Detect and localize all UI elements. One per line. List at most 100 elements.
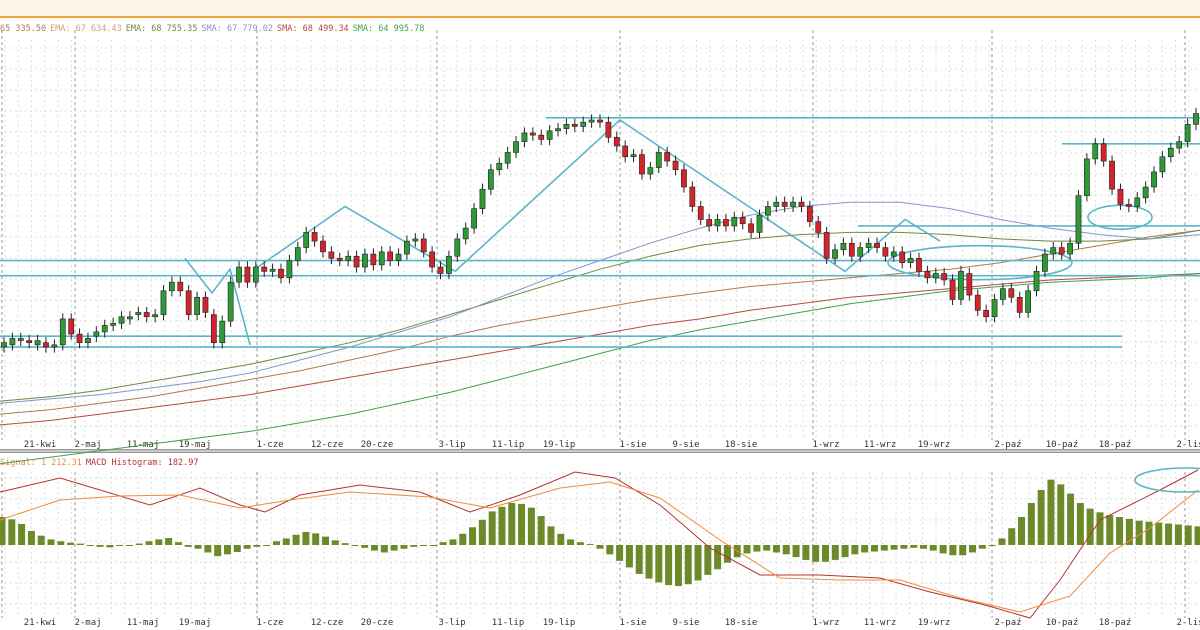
candle-body bbox=[588, 119, 595, 123]
candle-body bbox=[571, 124, 578, 127]
candle-body bbox=[412, 238, 419, 242]
candle-body bbox=[840, 242, 847, 251]
macd-histogram-bar bbox=[488, 511, 496, 545]
candle-body bbox=[848, 242, 855, 257]
macd-histogram-bar bbox=[1194, 526, 1200, 545]
macd-histogram-bar bbox=[263, 545, 271, 546]
macd-histogram-bar bbox=[8, 519, 16, 545]
macd-histogram-bar bbox=[184, 545, 192, 547]
candle-body bbox=[135, 312, 142, 315]
macd-histogram-bar bbox=[420, 545, 428, 546]
macd-x-tick-label: 19-maj bbox=[179, 618, 212, 628]
macd-histogram-bar bbox=[1057, 484, 1065, 545]
macd-histogram-bar bbox=[537, 516, 545, 545]
macd-histogram-bar bbox=[870, 545, 878, 552]
macd-histogram-bar bbox=[37, 535, 45, 545]
macd-histogram-bar bbox=[27, 531, 35, 545]
x-tick-label: 1-cze bbox=[256, 440, 283, 450]
macd-x-tick-label: 9-sie bbox=[672, 618, 699, 628]
macd-histogram-bar bbox=[18, 524, 26, 545]
macd-histogram-bar bbox=[1174, 524, 1182, 545]
x-tick-label: 20-cze bbox=[361, 440, 394, 450]
pane-divider[interactable] bbox=[0, 449, 1200, 453]
macd-histogram-bar bbox=[390, 545, 398, 551]
macd-histogram-bar bbox=[145, 541, 153, 545]
candle-body bbox=[697, 206, 704, 220]
candle-body bbox=[446, 255, 452, 274]
main-legend-item-0: 65 335.50 bbox=[0, 24, 47, 34]
candle-body bbox=[1167, 147, 1174, 158]
macd-histogram-bar bbox=[772, 545, 780, 553]
macd-histogram-bar bbox=[459, 533, 467, 545]
macd-histogram-bar bbox=[165, 538, 173, 545]
macd-histogram-bar bbox=[782, 545, 790, 555]
candle-body bbox=[773, 201, 780, 207]
candle-body bbox=[169, 281, 175, 292]
macd-histogram-bar bbox=[576, 542, 584, 545]
macd-histogram-bar bbox=[272, 541, 280, 545]
macd-histogram-bar bbox=[1155, 522, 1163, 545]
candle-body bbox=[538, 134, 545, 140]
candle-body bbox=[823, 232, 830, 259]
candle-body bbox=[672, 160, 679, 171]
macd-histogram-bar bbox=[635, 545, 643, 574]
candle-body bbox=[765, 206, 771, 216]
macd-histogram-bar bbox=[57, 541, 65, 545]
pattern-trendline bbox=[454, 118, 941, 273]
candle-body bbox=[756, 214, 763, 233]
macd-x-tick-label: 18-paź bbox=[1099, 618, 1132, 628]
candle-body bbox=[362, 253, 368, 268]
candle-body bbox=[1100, 143, 1107, 162]
candle-body bbox=[1, 342, 7, 348]
candle-body bbox=[529, 132, 536, 136]
macd-histogram-bar bbox=[96, 545, 104, 547]
candle-body bbox=[85, 338, 91, 344]
candle-body bbox=[471, 208, 477, 229]
macd-histogram-bar bbox=[949, 545, 957, 556]
main-legend-item-3: SMA: 67 779.02 bbox=[201, 24, 274, 34]
main-legend-item-2: EMA: 68 755.35 bbox=[125, 24, 198, 34]
macd-histogram-bar bbox=[1125, 518, 1133, 545]
x-tick-label: 18-sie bbox=[725, 440, 758, 450]
candle-body bbox=[378, 251, 385, 266]
candle-body bbox=[605, 121, 612, 138]
candle-body bbox=[1176, 141, 1183, 149]
candle-body bbox=[194, 296, 200, 315]
candle-body bbox=[227, 281, 234, 322]
macd-histogram-bar bbox=[174, 542, 182, 545]
macd-histogram-bar bbox=[1037, 489, 1045, 545]
candle-body bbox=[714, 219, 721, 227]
x-tick-label: 19-maj bbox=[179, 440, 212, 450]
macd-histogram-bar bbox=[969, 545, 977, 553]
candle-body bbox=[882, 247, 889, 257]
x-tick-label: 19-lip bbox=[543, 440, 576, 450]
candle-body bbox=[152, 314, 158, 318]
candle-body bbox=[479, 188, 486, 209]
candle-body bbox=[857, 247, 864, 257]
macd-histogram-bar bbox=[939, 545, 947, 554]
macd-histogram-bar bbox=[557, 533, 565, 545]
macd-histogram-bar bbox=[194, 545, 202, 549]
macd-x-tick-label: 10-paź bbox=[1046, 618, 1079, 628]
candle-body bbox=[504, 152, 511, 164]
macd-histogram-bar bbox=[116, 545, 124, 546]
candle-body bbox=[890, 251, 897, 257]
candle-body bbox=[1075, 195, 1082, 244]
macd-histogram-bar bbox=[498, 506, 506, 545]
x-tick-label: 1-wrz bbox=[812, 440, 839, 450]
macd-histogram-bar bbox=[890, 545, 898, 550]
macd-histogram-bar bbox=[929, 545, 937, 551]
candle-body bbox=[865, 242, 872, 248]
candle-body bbox=[639, 154, 645, 175]
x-tick-label: 9-sie bbox=[672, 440, 699, 450]
macd-x-tick-label: 21-kwi bbox=[24, 618, 57, 628]
candle-body bbox=[336, 258, 343, 261]
candle-body bbox=[832, 249, 838, 259]
macd-histogram-bar bbox=[704, 545, 712, 575]
candle-body bbox=[294, 247, 301, 261]
macd-histogram-bar bbox=[292, 534, 300, 545]
candle-body bbox=[739, 216, 746, 225]
candle-body bbox=[521, 132, 528, 142]
candle-body bbox=[487, 169, 494, 190]
